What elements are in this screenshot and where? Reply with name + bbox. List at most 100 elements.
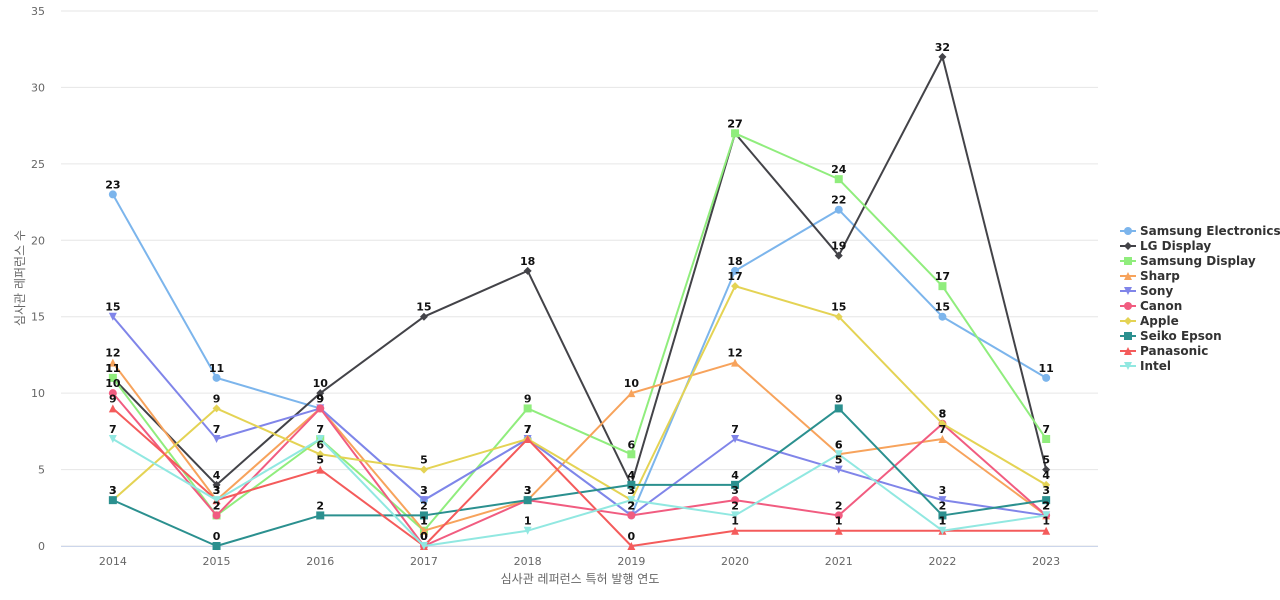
data-point-intel [419, 542, 428, 550]
data-label-intel: 1 [524, 515, 532, 528]
legend-item-intel[interactable]: Intel [1120, 359, 1171, 373]
data-label-sony: 15 [105, 301, 120, 314]
data-point-intel [731, 511, 740, 520]
data-label-lg-display: 19 [831, 240, 846, 253]
data-point-samsung-electronics [938, 312, 947, 321]
data-point-samsung-electronics [834, 205, 843, 214]
data-point-canon [316, 404, 325, 413]
data-point-sony [108, 312, 117, 321]
data-point-sharp [627, 389, 636, 398]
legend-label: Apple [1140, 314, 1179, 328]
data-point-sharp [938, 435, 947, 443]
series-line-samsung-display [112, 132, 1047, 532]
y-axis-title: 심사관 레퍼런스 수 [13, 230, 27, 326]
data-label-seiko-epson: 9 [835, 392, 843, 405]
data-labels: 2311937218221511114101518427193251127196… [105, 41, 1054, 543]
data-label-canon: 9 [316, 392, 324, 405]
legend-item-sharp[interactable]: Sharp [1120, 269, 1180, 283]
legend-item-samsung-electronics[interactable]: Samsung Electronics [1120, 224, 1280, 238]
data-point-sharp [419, 526, 428, 535]
data-label-intel: 6 [835, 438, 843, 451]
data-label-canon: 2 [213, 499, 221, 512]
data-label-sharp: 1 [420, 515, 428, 528]
data-point-samsung-display [1042, 435, 1051, 443]
data-point-lg-display [834, 251, 843, 260]
data-point-intel [1042, 511, 1051, 520]
data-label-seiko-epson: 4 [628, 469, 636, 482]
data-point-lg-display [938, 52, 947, 61]
series-line-lg-display [112, 55, 1048, 486]
data-label-apple: 3 [628, 484, 636, 497]
data-point-samsung-electronics [108, 190, 117, 199]
data-point-lg-display [523, 266, 532, 275]
data-point-samsung-display [523, 404, 532, 413]
data-label-sony: 3 [420, 484, 428, 497]
data-point-panasonic [731, 526, 740, 535]
data-label-apple: 7 [524, 423, 532, 436]
data-label-sony: 7 [524, 423, 532, 436]
legend-item-samsung-display[interactable]: Samsung Display [1120, 254, 1256, 268]
data-point-canon [108, 389, 117, 398]
data-point-sharp [731, 358, 740, 367]
data-label-samsung-display: 11 [105, 362, 120, 375]
data-label-seiko-epson: 2 [316, 499, 324, 512]
x-tick-label: 2023 [1032, 555, 1060, 568]
data-label-panasonic: 1 [1042, 515, 1050, 528]
data-point-panasonic [316, 465, 325, 474]
data-point-samsung-electronics [731, 266, 740, 275]
data-label-seiko-epson: 3 [109, 484, 117, 497]
data-point-apple [419, 465, 428, 474]
legend-label: Intel [1140, 359, 1171, 373]
data-label-sharp: 3 [524, 484, 532, 497]
data-label-samsung-display: 7 [316, 423, 324, 436]
data-point-seiko-epson [731, 480, 740, 489]
data-label-samsung-display: 6 [628, 438, 636, 451]
data-label-apple: 15 [831, 301, 846, 314]
data-point-sony [731, 435, 740, 443]
legend-item-lg-display[interactable]: LG Display [1120, 239, 1211, 253]
legend-label: Samsung Display [1140, 254, 1256, 268]
y-tick-label: 25 [31, 158, 45, 171]
legend-item-canon[interactable]: Canon [1120, 299, 1182, 313]
legend-label: Panasonic [1140, 344, 1208, 358]
data-label-apple: 9 [213, 392, 221, 405]
data-label-intel: 7 [316, 423, 324, 436]
y-tick-label: 20 [31, 234, 45, 247]
data-point-intel [523, 526, 532, 535]
data-point-panasonic [1042, 526, 1051, 535]
data-label-intel: 1 [939, 515, 947, 528]
data-point-sony [419, 496, 428, 505]
legend-marker-icon [1124, 347, 1132, 355]
data-point-panasonic [627, 542, 636, 550]
data-point-seiko-epson [108, 496, 117, 505]
legend-item-apple[interactable]: Apple [1120, 314, 1179, 328]
data-point-lg-display [419, 312, 428, 321]
data-point-intel [212, 496, 221, 505]
legend-marker-icon [1124, 257, 1132, 265]
data-label-sharp: 12 [105, 347, 120, 360]
data-label-sharp: 3 [213, 484, 221, 497]
data-point-seiko-epson [316, 511, 325, 520]
data-point-seiko-epson [523, 496, 532, 505]
data-label-sharp: 10 [624, 377, 640, 390]
data-point-seiko-epson [419, 511, 428, 520]
legend-item-sony[interactable]: Sony [1120, 284, 1173, 298]
legend-label: Sharp [1140, 269, 1180, 283]
data-label-sony: 9 [316, 392, 324, 405]
data-label-samsung-electronics: 11 [1038, 362, 1053, 375]
data-label-samsung-electronics: 15 [935, 301, 950, 314]
data-label-canon: 2 [628, 499, 636, 512]
data-label-lg-display: 4 [213, 469, 221, 482]
data-point-sony [938, 496, 947, 505]
data-label-samsung-display: 27 [727, 117, 742, 130]
data-point-samsung-electronics [1042, 373, 1051, 382]
legend-item-seiko-epson[interactable]: Seiko Epson [1120, 329, 1222, 343]
data-point-apple [731, 282, 740, 291]
data-label-canon: 2 [1042, 499, 1050, 512]
data-label-seiko-epson: 4 [731, 469, 739, 482]
data-label-samsung-display: 7 [1042, 423, 1050, 436]
data-label-canon: 3 [731, 484, 739, 497]
legend-item-panasonic[interactable]: Panasonic [1120, 344, 1208, 358]
legend-label: Seiko Epson [1140, 329, 1222, 343]
